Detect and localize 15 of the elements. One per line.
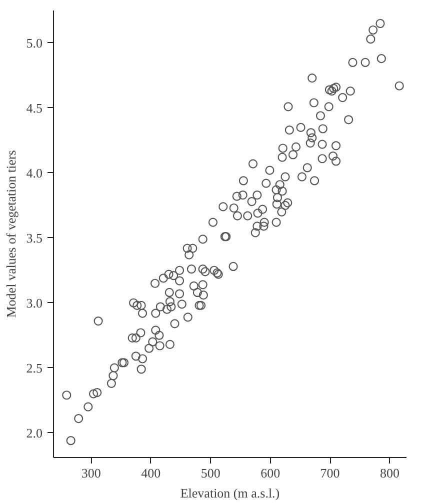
x-tick-label: 400 (141, 466, 161, 480)
y-tick-label: 4.5 (26, 100, 42, 116)
x-tick-label: 600 (260, 466, 280, 480)
y-tick-label: 3.5 (26, 230, 42, 246)
y-tick-label: 3.0 (26, 295, 42, 310)
x-tick-label: 300 (81, 466, 101, 480)
y-tick-label: 2.5 (26, 360, 42, 376)
x-tick-label: 700 (320, 466, 340, 480)
y-tick-label: 5.0 (26, 35, 42, 50)
x-tick-label: 800 (380, 466, 400, 480)
y-tick-label: 2.0 (26, 425, 42, 440)
x-axis-title: Elevation (m a.s.l.) (180, 486, 280, 500)
x-tick-label: 500 (200, 466, 220, 480)
y-axis-title: Model values of vegetation tiers (3, 150, 18, 318)
y-tick-label: 4.0 (26, 165, 42, 180)
